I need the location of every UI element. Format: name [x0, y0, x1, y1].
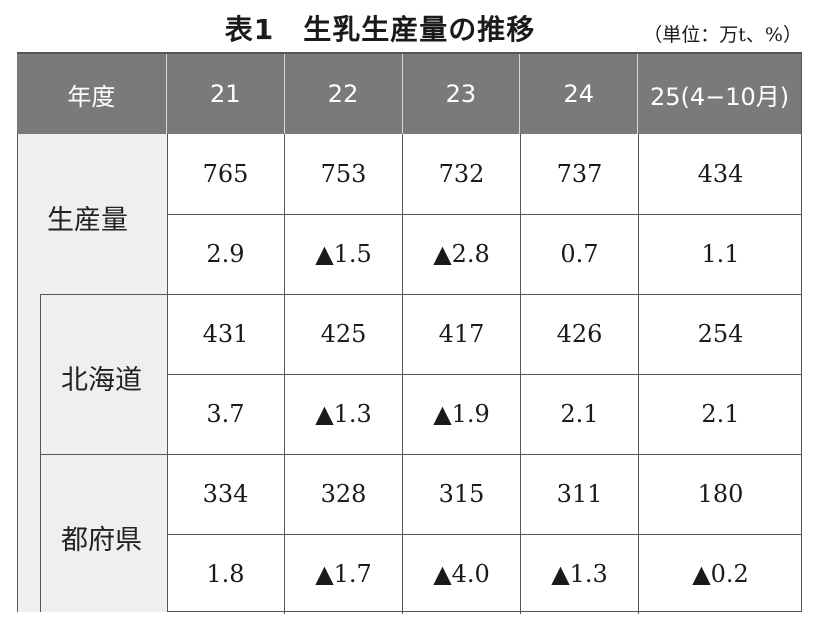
group-divider-prefectures	[40, 454, 167, 455]
production-table: 年度 21 22 23 24 25(4−10月) 生産量 北海道 都府県 765…	[17, 52, 802, 614]
table-cell: 765	[167, 134, 285, 214]
label-column-right-border	[167, 134, 168, 612]
table-cell: 434	[697, 160, 744, 188]
row-label-total: 生産量	[47, 205, 128, 236]
table-cell: ▲0.2	[692, 560, 749, 588]
table-cell: ▲1.7	[285, 534, 403, 614]
table-cell: 2.1	[521, 374, 639, 454]
table-cell: 311	[521, 454, 639, 534]
group-divider-hokkaido	[40, 294, 167, 295]
table-row-prefectures-change: 1.8 ▲1.7 ▲4.0 ▲1.3 ▲0.2	[167, 534, 802, 614]
unit-note: （単位：万t、%）	[643, 24, 802, 46]
table-header: 年度 21 22 23 24 25(4−10月)	[17, 54, 801, 134]
table-row-prefectures-volume: 334 328 315 311 180	[167, 454, 802, 534]
table-cell: 2.1	[701, 400, 740, 428]
table-cell: 180	[697, 480, 744, 508]
row-label-column	[17, 134, 167, 612]
table-cell: 417	[403, 294, 521, 374]
table-cell: ▲1.5	[285, 214, 403, 294]
header-year-23: 23	[403, 54, 521, 134]
table-cell: ▲4.0	[403, 534, 521, 614]
table-cell: ▲2.8	[403, 214, 521, 294]
table-cell: 426	[521, 294, 639, 374]
table-cell: 334	[167, 454, 285, 534]
table-cell: 1.8	[167, 534, 285, 614]
table-row-hokkaido-volume: 431 425 417 426 254	[167, 294, 802, 374]
table-cell: 328	[285, 454, 403, 534]
table-cell: ▲1.3	[285, 374, 403, 454]
table-title: 表1 生乳生産量の推移	[224, 13, 536, 46]
header-year-24: 24	[520, 54, 639, 134]
row-line-5	[167, 534, 802, 535]
table-cell: 431	[167, 294, 285, 374]
table-cell: 254	[697, 320, 744, 348]
table-cell: ▲1.9	[403, 374, 521, 454]
outer-left-border	[17, 134, 18, 612]
table-row-total-change: 2.9 ▲1.5 ▲2.8 0.7 1.1	[167, 214, 802, 294]
table-cell: 737	[521, 134, 639, 214]
table-cell: 425	[285, 294, 403, 374]
header-year-22: 22	[285, 54, 403, 134]
sub-indent-line	[40, 294, 41, 612]
row-label-hokkaido: 北海道	[61, 365, 142, 396]
table-cell: 732	[403, 134, 521, 214]
header-year-21: 21	[167, 54, 285, 134]
table-cell: 315	[403, 454, 521, 534]
header-fiscal-year: 年度	[17, 54, 167, 134]
table-cell: 753	[285, 134, 403, 214]
row-line-4	[167, 454, 802, 455]
row-line-1	[167, 214, 802, 215]
table-cell: ▲1.3	[521, 534, 639, 614]
row-label-prefectures: 都府県	[61, 525, 142, 556]
table-row-hokkaido-change: 3.7 ▲1.3 ▲1.9 2.1 2.1	[167, 374, 802, 454]
table-cell: 3.7	[167, 374, 285, 454]
table-cell: 0.7	[521, 214, 639, 294]
table-cell: 1.1	[701, 240, 740, 268]
row-line-2	[167, 294, 802, 295]
table-row-total-volume: 765 753 732 737 434	[167, 134, 802, 214]
header-year-25: 25(4−10月)	[649, 82, 790, 111]
table-cell: 2.9	[167, 214, 285, 294]
row-line-3	[167, 374, 802, 375]
